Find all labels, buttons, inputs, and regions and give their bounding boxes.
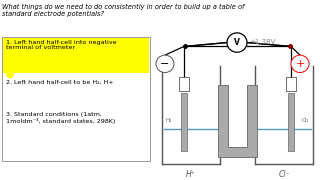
Text: What things do we need to do consistently in order to build up a table of
standa: What things do we need to do consistentl… bbox=[2, 4, 244, 17]
Text: H⁺: H⁺ bbox=[186, 170, 196, 179]
Text: −: − bbox=[160, 59, 170, 69]
FancyBboxPatch shape bbox=[181, 93, 187, 151]
Text: H₂: H₂ bbox=[166, 118, 172, 123]
FancyBboxPatch shape bbox=[179, 77, 189, 91]
Text: 1. Left hand half-cell into negative
terminal of voltmeter: 1. Left hand half-cell into negative ter… bbox=[6, 40, 116, 50]
FancyBboxPatch shape bbox=[2, 37, 150, 161]
FancyBboxPatch shape bbox=[288, 93, 294, 151]
Circle shape bbox=[291, 55, 309, 73]
FancyBboxPatch shape bbox=[3, 38, 149, 73]
Circle shape bbox=[6, 71, 14, 78]
Polygon shape bbox=[218, 85, 257, 157]
Circle shape bbox=[227, 33, 247, 52]
Text: 3. Standard conditions (1atm,
1moldm⁻³, standard states, 298K): 3. Standard conditions (1atm, 1moldm⁻³, … bbox=[6, 112, 116, 124]
Text: Cl⁻: Cl⁻ bbox=[278, 170, 290, 179]
Text: Cl₂: Cl₂ bbox=[302, 118, 309, 123]
Text: 2. Left hand half-cell to be H₂, H+: 2. Left hand half-cell to be H₂, H+ bbox=[6, 79, 114, 84]
Text: V: V bbox=[234, 38, 240, 47]
Circle shape bbox=[156, 55, 174, 73]
FancyBboxPatch shape bbox=[286, 77, 296, 91]
Text: +1.38V: +1.38V bbox=[249, 39, 276, 45]
Text: +: + bbox=[295, 59, 305, 69]
